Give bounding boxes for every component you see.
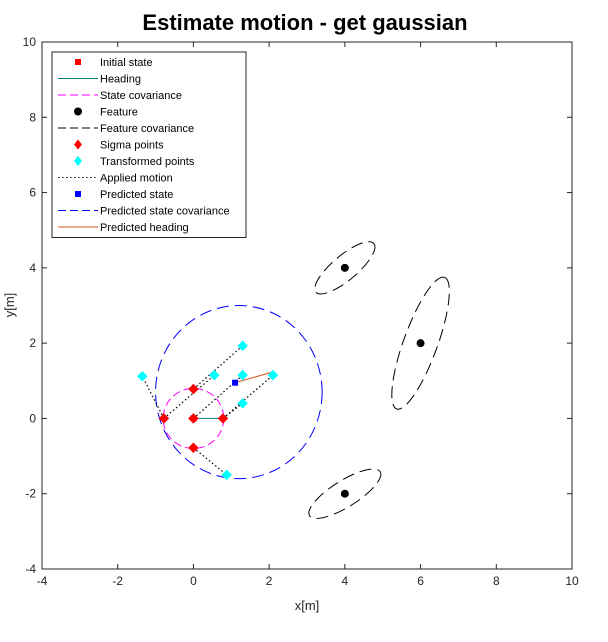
y-tick-label: -4 <box>25 562 36 576</box>
sigma-point <box>217 413 229 424</box>
sigma-point <box>188 442 199 454</box>
x-tick-label: 0 <box>190 574 197 588</box>
legend-label: Transformed points <box>100 156 195 168</box>
sigma-point <box>188 383 199 395</box>
transformed-point <box>136 370 148 382</box>
x-tick-label: 2 <box>266 574 273 588</box>
plot-marks <box>136 241 450 519</box>
legend-label: Predicted state <box>100 189 173 201</box>
legend: Initial state Heading State covariance Feat… <box>51 51 247 238</box>
x-tick-label: 10 <box>565 574 579 588</box>
legend-box <box>51 51 247 238</box>
feature-marker <box>416 339 425 348</box>
legend-label: Predicted state covariance <box>100 206 230 218</box>
feature-covariance-ellipse <box>308 468 382 519</box>
x-tick-label: 4 <box>342 574 349 588</box>
legend-swatch-square <box>75 59 81 65</box>
predicted-heading-line <box>234 372 272 384</box>
feature-marker <box>340 263 349 272</box>
legend-label: State covariance <box>100 90 182 102</box>
feature-covariance-ellipse <box>391 276 450 410</box>
predicted-state-covariance-ellipse <box>155 305 323 480</box>
applied-motion-line <box>222 374 274 419</box>
y-tick-label: -2 <box>25 487 36 501</box>
applied-motion-line <box>193 374 244 419</box>
legend-label: Feature covariance <box>100 123 194 135</box>
y-tick-label: 2 <box>29 336 36 350</box>
transformed-point <box>237 340 248 352</box>
x-tick-label: 8 <box>493 574 500 588</box>
x-tick-label: -2 <box>112 574 123 588</box>
legend-label: Predicted heading <box>100 222 189 234</box>
legend-label: Heading <box>100 74 141 86</box>
legend-swatch-square <box>75 191 81 197</box>
x-tick-label: 6 <box>417 574 424 588</box>
axis-ticks: -4 -2 0 2 4 6 8 10 -4 -2 0 2 4 6 8 10 <box>23 35 579 588</box>
transformed-point <box>208 369 220 381</box>
sigma-point <box>158 413 170 424</box>
legend-label: Applied motion <box>100 173 173 185</box>
applied-motion-line <box>193 447 228 476</box>
y-tick-label: 0 <box>29 411 36 425</box>
y-tick-label: 10 <box>23 35 37 49</box>
applied-motion-line <box>193 345 244 390</box>
legend-swatch-circle <box>74 107 82 116</box>
y-tick-label: 6 <box>29 186 36 200</box>
chart-title: Estimate motion - get gaussian <box>142 10 467 35</box>
transformed-point <box>221 469 233 481</box>
legend-label: Sigma points <box>100 140 164 152</box>
legend-swatch-diamond <box>74 139 82 150</box>
legend-swatch-diamond <box>74 156 82 166</box>
transformed-point <box>267 369 279 381</box>
applied-motion-line <box>163 374 215 419</box>
transformed-point <box>237 369 248 381</box>
y-tick-label: 8 <box>29 110 36 124</box>
transformed-point <box>237 398 248 409</box>
predicted-state-marker <box>232 379 239 386</box>
x-axis-label: x[m] <box>295 598 320 613</box>
legend-label: Initial state <box>100 57 153 69</box>
applied-motion-line <box>222 402 244 419</box>
y-tick-label: 4 <box>29 261 36 275</box>
y-axis-label: y[m] <box>2 293 17 318</box>
x-tick-label: -4 <box>37 574 48 588</box>
feature-marker <box>340 489 349 498</box>
initial-state-marker <box>190 415 197 422</box>
feature-covariance-ellipse <box>314 241 376 295</box>
legend-label: Feature <box>100 107 138 119</box>
